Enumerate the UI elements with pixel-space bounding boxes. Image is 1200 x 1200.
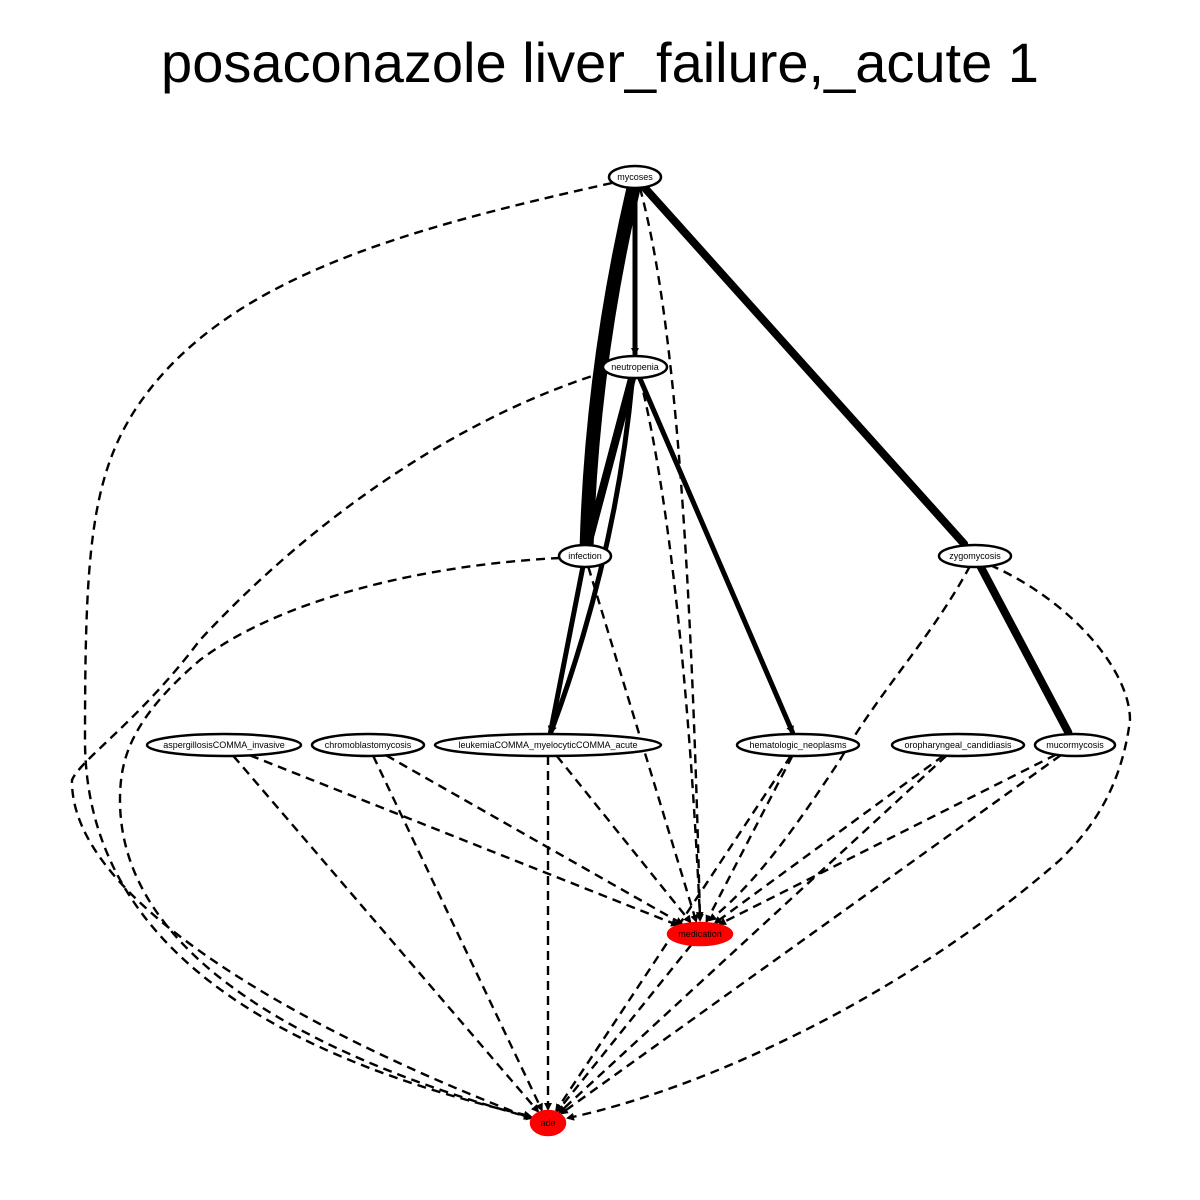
node-aspergillosis: aspergillosisCOMMA_invasive: [145, 732, 303, 758]
graph-title: posaconazole liver_failure,_acute 1: [161, 31, 1039, 94]
node-leukemia: leukemiaCOMMA_myelocyticCOMMA_acute: [433, 732, 663, 758]
edge-aspergillosis-to-medication: [249, 754, 680, 927]
edge-infection-to-ade: [118, 556, 561, 1121]
node-zygomycosis: zygomycosis: [937, 543, 1013, 569]
node-mycoses: mycoses: [607, 164, 663, 190]
node-label-hematologic: hematologic_neoplasms: [749, 740, 847, 750]
node-neutropenia: neutropenia: [601, 354, 669, 380]
node-medication: medication: [666, 921, 734, 947]
node-shape-zygomycosis: [937, 543, 1013, 569]
node-shape-leukemia: [433, 732, 663, 758]
edge-medication-to-ade: [556, 943, 693, 1113]
edge-oropharyngeal-to-medication: [713, 754, 945, 925]
edge-aspergillosis-to-ade: [232, 755, 540, 1113]
node-label-zygomycosis: zygomycosis: [949, 551, 1001, 561]
node-label-aspergillosis: aspergillosisCOMMA_invasive: [163, 740, 285, 750]
node-infection: infection: [557, 543, 613, 569]
node-label-mucormycosis: mucormycosis: [1046, 740, 1104, 750]
node-label-mycoses: mycoses: [617, 172, 653, 182]
edge-neutropenia-to-medication: [638, 377, 704, 920]
edge-oropharyngeal-to-ade: [558, 754, 948, 1114]
node-shape-chromoblastomycosis: [310, 732, 426, 758]
node-mucormycosis: mucormycosis: [1033, 732, 1117, 758]
node-shape-medication: [666, 921, 734, 947]
edge-neutropenia-to-infection: [584, 373, 637, 548]
edge-neutropenia-to-ade: [70, 370, 606, 1120]
node-ade: ade: [529, 1109, 567, 1137]
node-label-neutropenia: neutropenia: [611, 362, 659, 372]
node-label-medication: medication: [678, 929, 722, 939]
edge-mycoses-to-infection: [579, 180, 641, 551]
edge-zygomycosis-to-mucormycosis: [976, 562, 1073, 737]
edge-zygomycosis-to-medication: [708, 565, 972, 922]
node-label-ade: ade: [540, 1118, 555, 1128]
edges-layer: [70, 180, 1132, 1121]
node-label-chromoblastomycosis: chromoblastomycosis: [325, 740, 412, 750]
node-label-leukemia: leukemiaCOMMA_myelocyticCOMMA_acute: [458, 740, 637, 750]
edge-chromoblastomycosis-to-medication: [385, 754, 684, 925]
node-shape-neutropenia: [601, 354, 669, 380]
edge-zygomycosis-to-ade: [566, 563, 1132, 1121]
nodes-layer: mycoses neutropenia infection zygomycosis as…: [145, 164, 1117, 1137]
node-shape-mycoses: [607, 164, 663, 190]
edge-leukemia-to-medication: [555, 755, 692, 924]
edge-infection-to-leukemia: [547, 564, 586, 735]
edge-neutropenia-to-hematologic: [637, 375, 795, 735]
node-chromoblastomycosis: chromoblastomycosis: [310, 732, 426, 758]
edge-mycoses-to-medication: [638, 187, 704, 922]
node-oropharyngeal: oropharyngeal_candidiasis: [890, 732, 1026, 758]
edge-mucormycosis-to-ade: [559, 754, 1062, 1115]
edge-chromoblastomycosis-to-ade: [372, 755, 543, 1112]
edge-mycoses-to-zygomycosis: [640, 183, 969, 548]
node-shape-hematologic: [735, 732, 861, 758]
node-hematologic: hematologic_neoplasms: [735, 732, 861, 758]
node-shape-mucormycosis: [1033, 732, 1117, 758]
node-shape-oropharyngeal: [890, 732, 1026, 758]
node-shape-aspergillosis: [145, 732, 303, 758]
node-label-infection: infection: [568, 551, 602, 561]
edge-hematologic-to-medication: [705, 755, 794, 924]
node-label-oropharyngeal: oropharyngeal_candidiasis: [904, 740, 1012, 750]
edge-mycoses-to-ade: [83, 181, 613, 1119]
node-shape-infection: [557, 543, 613, 569]
edge-mucormycosis-to-medication: [718, 753, 1057, 926]
node-shape-ade: [529, 1109, 567, 1137]
